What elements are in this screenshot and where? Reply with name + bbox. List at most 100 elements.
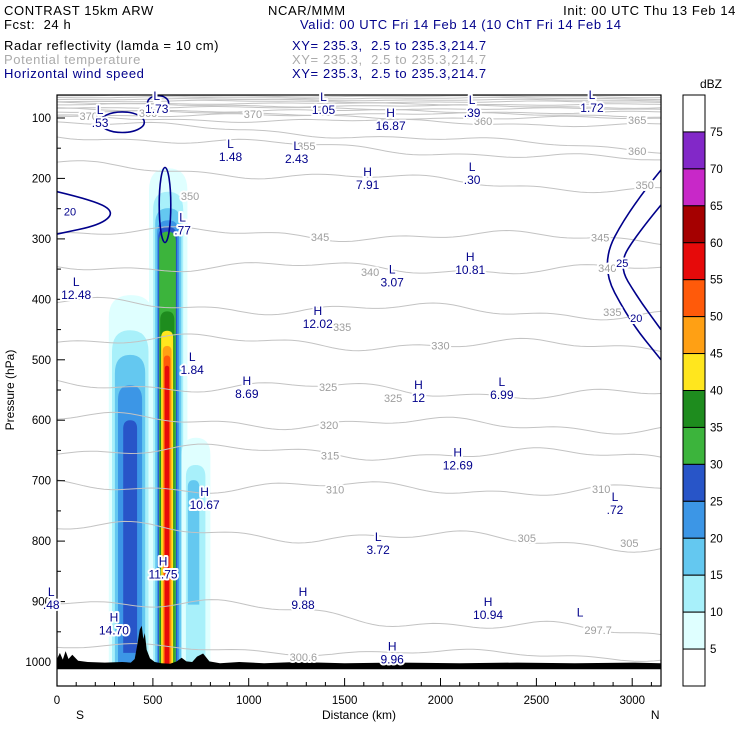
svg-text:10.67: 10.67 bbox=[190, 498, 220, 512]
svg-text:L: L bbox=[589, 88, 596, 102]
svg-text:20: 20 bbox=[64, 207, 76, 219]
svg-text:340: 340 bbox=[361, 267, 379, 279]
svg-text:300: 300 bbox=[32, 234, 51, 246]
svg-text:305: 305 bbox=[620, 538, 638, 550]
svg-text:200: 200 bbox=[32, 173, 51, 185]
svg-text:50: 50 bbox=[710, 312, 723, 324]
svg-text:H: H bbox=[414, 378, 423, 392]
svg-text:Pressure (hPa): Pressure (hPa) bbox=[3, 350, 17, 431]
svg-text:1000: 1000 bbox=[236, 695, 262, 707]
svg-text:H: H bbox=[363, 165, 372, 179]
svg-text:H: H bbox=[159, 555, 168, 569]
svg-text:12.69: 12.69 bbox=[443, 458, 473, 472]
svg-text:H: H bbox=[388, 639, 397, 653]
svg-text:7.91: 7.91 bbox=[356, 178, 380, 192]
svg-text:65: 65 bbox=[710, 201, 723, 213]
svg-text:1.48: 1.48 bbox=[219, 150, 243, 164]
field-xy-theta: XY= 235.3, 2.5 to 235.3,214.7 bbox=[292, 52, 487, 67]
svg-text:35: 35 bbox=[710, 422, 723, 434]
svg-text:L: L bbox=[97, 103, 104, 117]
field-label-reflectivity: Radar reflectivity (lamda = 10 cm) bbox=[4, 38, 220, 53]
svg-text:9.88: 9.88 bbox=[291, 598, 315, 612]
svg-text:L: L bbox=[227, 137, 234, 151]
svg-text:3.72: 3.72 bbox=[366, 543, 390, 557]
svg-text:325: 325 bbox=[319, 382, 337, 394]
svg-text:L: L bbox=[293, 139, 300, 153]
svg-text:350: 350 bbox=[636, 180, 654, 192]
field-label-wind: Horizontal wind speed bbox=[4, 66, 145, 81]
svg-text:325: 325 bbox=[384, 393, 402, 405]
svg-text:.48: .48 bbox=[43, 598, 60, 612]
model-title: CONTRAST 15km ARW bbox=[4, 3, 154, 18]
svg-text:H: H bbox=[200, 485, 209, 499]
svg-text:12.02: 12.02 bbox=[303, 317, 333, 331]
svg-text:40: 40 bbox=[710, 386, 723, 398]
svg-text:H: H bbox=[299, 585, 308, 599]
svg-text:345: 345 bbox=[591, 233, 609, 245]
svg-text:1.72: 1.72 bbox=[580, 101, 604, 115]
svg-text:L: L bbox=[469, 93, 476, 107]
svg-text:L: L bbox=[389, 263, 396, 277]
svg-text:L: L bbox=[73, 275, 80, 289]
svg-text:L: L bbox=[48, 585, 55, 599]
svg-text:6.99: 6.99 bbox=[490, 388, 514, 402]
svg-text:3.07: 3.07 bbox=[380, 276, 404, 290]
center-title: NCAR/MMM bbox=[268, 3, 346, 18]
svg-text:310: 310 bbox=[592, 484, 610, 496]
svg-text:370: 370 bbox=[244, 109, 262, 121]
svg-text:800: 800 bbox=[32, 536, 51, 548]
reflectivity-shading bbox=[108, 168, 211, 669]
svg-text:320: 320 bbox=[320, 420, 338, 432]
svg-text:11.75: 11.75 bbox=[148, 568, 177, 582]
svg-text:360: 360 bbox=[628, 146, 646, 158]
svg-text:900: 900 bbox=[32, 597, 51, 609]
svg-text:8.69: 8.69 bbox=[235, 387, 259, 401]
svg-text:297.7: 297.7 bbox=[584, 625, 612, 637]
svg-text:1500: 1500 bbox=[332, 695, 358, 707]
svg-text:1.84: 1.84 bbox=[181, 363, 205, 377]
svg-text:360: 360 bbox=[139, 108, 157, 120]
svg-text:5: 5 bbox=[710, 644, 716, 656]
svg-text:H: H bbox=[242, 374, 251, 388]
svg-text:L: L bbox=[375, 530, 382, 544]
svg-text:L: L bbox=[189, 350, 196, 364]
init-time: Init: 00 UTC Thu 13 Feb 14 bbox=[563, 3, 736, 18]
colorbar: 75 70 65 60 55 50 45 40 35 30 25 20 15 10 5 dBZ bbox=[682, 77, 723, 687]
svg-text:60: 60 bbox=[710, 238, 723, 250]
svg-text:335: 335 bbox=[603, 307, 621, 319]
svg-text:12.48: 12.48 bbox=[61, 288, 91, 302]
svg-text:.72: .72 bbox=[607, 503, 624, 517]
svg-text:dBZ: dBZ bbox=[700, 77, 722, 91]
svg-text:345: 345 bbox=[311, 232, 329, 244]
svg-text:L: L bbox=[469, 160, 476, 174]
svg-text:45: 45 bbox=[710, 349, 723, 361]
axes-frame: 0 500 1000 1500 2000 2500 3000 100 200 300 400 500 6… bbox=[3, 94, 662, 722]
svg-text:L: L bbox=[499, 375, 506, 389]
svg-text:305: 305 bbox=[518, 533, 536, 545]
svg-text:16.87: 16.87 bbox=[376, 119, 406, 133]
svg-text:310: 310 bbox=[326, 485, 344, 497]
theta-contours bbox=[57, 95, 661, 662]
svg-text:500: 500 bbox=[143, 695, 162, 707]
svg-text:1000: 1000 bbox=[25, 657, 51, 669]
svg-text:350: 350 bbox=[181, 191, 199, 203]
svg-text:12: 12 bbox=[412, 391, 426, 405]
svg-text:500: 500 bbox=[32, 355, 51, 367]
svg-text:H: H bbox=[466, 250, 475, 264]
svg-text:2500: 2500 bbox=[524, 695, 550, 707]
svg-text:H: H bbox=[453, 445, 462, 459]
svg-text:315: 315 bbox=[321, 450, 339, 462]
svg-text:10.81: 10.81 bbox=[455, 263, 485, 277]
svg-text:1.73: 1.73 bbox=[145, 102, 169, 116]
svg-text:340: 340 bbox=[598, 263, 616, 275]
svg-text:0: 0 bbox=[54, 695, 60, 707]
svg-text:360: 360 bbox=[474, 116, 492, 128]
svg-text:330: 330 bbox=[431, 340, 449, 352]
svg-text:20: 20 bbox=[710, 533, 723, 545]
field-xy-wind: XY= 235.3, 2.5 to 235.3,214.7 bbox=[292, 66, 487, 81]
svg-text:H: H bbox=[386, 106, 395, 120]
